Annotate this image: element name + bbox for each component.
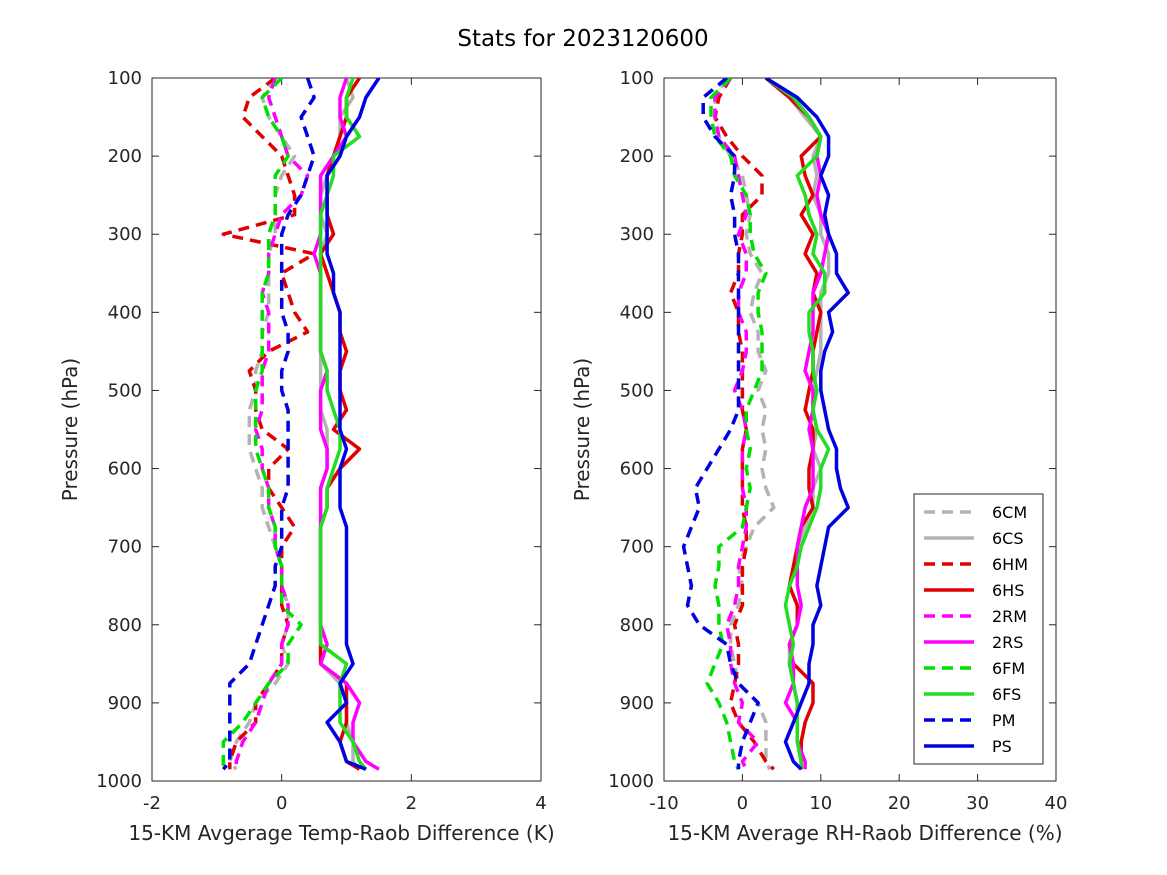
temp-ytick-label: 300 <box>108 224 142 245</box>
right-panel-rh: -10 0 10 20 30 40 100 200 300 400 500 600 700 800 900 1… <box>570 68 1067 845</box>
rh-ytick-label: 500 <box>620 380 654 401</box>
temp-ytick-label: 400 <box>108 302 142 323</box>
temp-ytick-label: 800 <box>108 615 142 636</box>
rh-series-2rm <box>713 78 760 771</box>
rh-ytick-label: 900 <box>620 693 654 714</box>
rh-ytick-label: 200 <box>620 146 654 167</box>
legend: 6CM 6CS 6HM 6HS 2RM 2RS 6FM 6FS PM PS <box>913 493 1044 765</box>
rh-series-6fs <box>764 78 831 770</box>
rh-y-axis-label: Pressure (hPa) <box>570 358 594 501</box>
temp-series-6cm <box>228 78 297 771</box>
temp-ytick-label: 500 <box>108 380 142 401</box>
temp-xtick-label: 2 <box>406 793 417 814</box>
temp-xtick-label: 0 <box>276 793 287 814</box>
rh-ytick-label: 300 <box>620 224 654 245</box>
legend-label-6cm: 6CM <box>992 503 1027 522</box>
legend-label-ps: PS <box>992 737 1012 756</box>
temp-xtick-label: -2 <box>143 793 161 814</box>
legend-label-2rm: 2RM <box>992 607 1027 626</box>
rh-xtick-label: 10 <box>809 793 832 814</box>
legend-label-6fm: 6FM <box>992 659 1025 678</box>
rh-xtick-label: 0 <box>737 793 748 814</box>
temp-ytick-label: 1000 <box>96 771 142 792</box>
rh-ytick-label: 100 <box>620 68 654 89</box>
legend-label-6fs: 6FS <box>992 685 1021 704</box>
rh-x-axis-label: 15-KM Average RH-Raob Difference (%) <box>667 821 1062 845</box>
legend-box <box>913 493 1044 765</box>
rh-xtick-label: 20 <box>888 793 911 814</box>
temp-series-2rs <box>312 78 380 771</box>
figure-title: Stats for 2023120600 <box>457 26 708 52</box>
rh-series-group <box>681 78 850 771</box>
rh-ytick-label: 1000 <box>608 771 654 792</box>
legend-label-6hs: 6HS <box>992 581 1024 600</box>
rh-xtick-label: 40 <box>1045 793 1068 814</box>
legend-label-6hm: 6HM <box>992 555 1028 574</box>
temp-ytick-label: 700 <box>108 537 142 558</box>
rh-xtick-label: -10 <box>649 793 678 814</box>
rh-series-pm <box>681 78 760 770</box>
temp-y-axis-label: Pressure (hPa) <box>58 358 82 501</box>
temp-ytick-label: 900 <box>108 693 142 714</box>
temp-ytick-label: 100 <box>108 68 142 89</box>
legend-label-6cs: 6CS <box>992 529 1024 548</box>
rh-series-6fm <box>705 78 768 771</box>
rh-axes-box <box>663 77 1057 782</box>
rh-ytick-label: 700 <box>620 537 654 558</box>
rh-xtick-label: 30 <box>966 793 989 814</box>
temp-series-pm <box>221 78 316 771</box>
rh-ytick-label: 600 <box>620 459 654 480</box>
temp-series-6fm <box>221 78 303 770</box>
left-panel-temp: -2 0 2 4 100 200 300 400 500 600 700 800 900 1000 15-K… <box>58 68 555 845</box>
rh-series-ps <box>764 78 850 771</box>
legend-label-2rs: 2RS <box>992 633 1023 652</box>
rh-ytick-label: 800 <box>620 615 654 636</box>
temp-series-group <box>221 78 381 771</box>
rh-series-2rs <box>764 78 831 770</box>
rh-ytick-label: 400 <box>620 302 654 323</box>
temp-xtick-label: 4 <box>535 793 546 814</box>
temp-ytick-label: 600 <box>108 459 142 480</box>
temp-series-6hm <box>221 78 316 770</box>
legend-label-pm: PM <box>992 711 1015 730</box>
temp-ytick-label: 200 <box>108 146 142 167</box>
temp-x-axis-label: 15-KM Avgerage Temp-Raob Difference (K) <box>128 821 554 845</box>
temp-series-ps <box>325 78 381 771</box>
